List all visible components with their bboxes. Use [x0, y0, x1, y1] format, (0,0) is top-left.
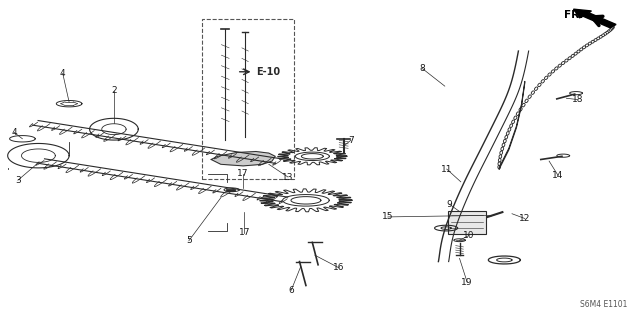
Text: 13: 13: [282, 173, 294, 182]
Text: 17: 17: [237, 169, 249, 178]
Polygon shape: [211, 152, 275, 166]
Text: 12: 12: [519, 214, 531, 223]
Text: FR.: FR.: [564, 10, 584, 20]
Text: 17: 17: [239, 228, 250, 237]
Text: 18: 18: [572, 95, 583, 104]
Text: 5: 5: [186, 236, 191, 245]
Text: 10: 10: [463, 231, 475, 240]
Text: 14: 14: [552, 171, 564, 180]
FancyArrow shape: [573, 9, 616, 28]
Text: 7: 7: [348, 136, 353, 145]
Text: 19: 19: [461, 278, 473, 287]
Text: 16: 16: [333, 263, 345, 272]
Text: 4: 4: [60, 69, 65, 78]
Text: 6: 6: [289, 286, 294, 295]
Text: 8: 8: [420, 64, 425, 73]
Text: 4: 4: [12, 128, 17, 137]
Bar: [448, 211, 486, 234]
Text: E-10: E-10: [256, 67, 280, 77]
Text: 9: 9: [447, 200, 452, 209]
Text: S6M4 E1101: S6M4 E1101: [580, 300, 627, 309]
Bar: [202, 19, 294, 179]
Text: 15: 15: [382, 212, 394, 221]
Text: 2: 2: [111, 86, 116, 95]
Text: 3: 3: [15, 176, 20, 185]
Text: 11: 11: [441, 165, 452, 174]
Polygon shape: [499, 81, 525, 169]
